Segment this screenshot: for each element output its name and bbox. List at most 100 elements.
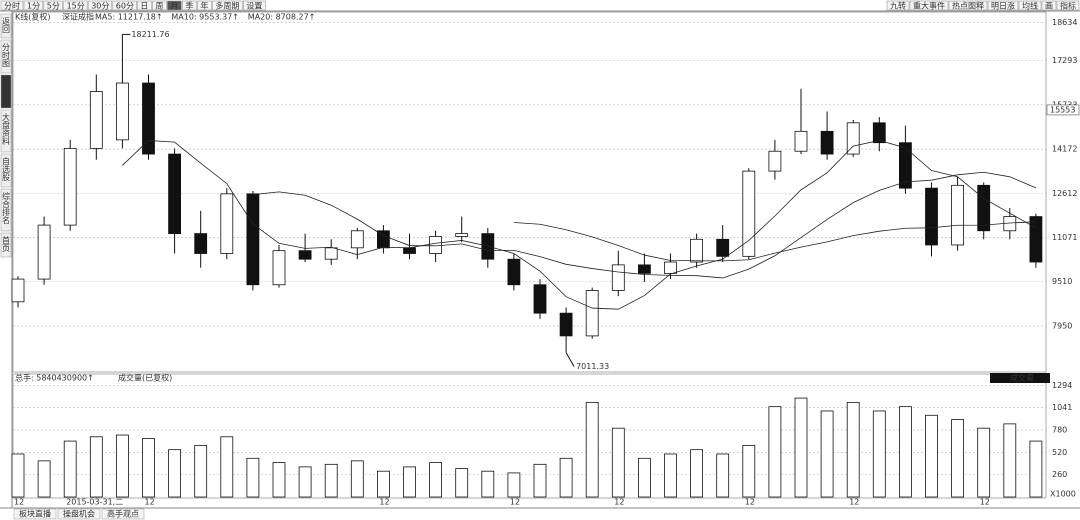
period-label[interactable]: 60分 bbox=[116, 2, 134, 11]
sidebar-label[interactable]: 大盘资料 bbox=[2, 112, 11, 146]
sidebar-label[interactable]: 自选股 bbox=[2, 156, 11, 182]
period-button[interactable] bbox=[112, 0, 137, 11]
candle-body bbox=[246, 193, 260, 286]
tool-label[interactable]: 均线 bbox=[1022, 1, 1038, 11]
period-label[interactable]: 1分 bbox=[27, 2, 40, 11]
candle-body bbox=[403, 247, 416, 254]
bottom-tab-label[interactable]: 操盘机会 bbox=[63, 509, 95, 519]
candle-body bbox=[376, 230, 390, 249]
volume-button-label[interactable]: 成交量 bbox=[1010, 373, 1034, 383]
tool-button[interactable] bbox=[948, 0, 988, 11]
period-button[interactable] bbox=[243, 0, 266, 11]
candle-body bbox=[324, 247, 338, 260]
period-label[interactable]: 多周期 bbox=[215, 1, 239, 11]
period-button[interactable] bbox=[43, 0, 63, 11]
legend-index: 深证成指 bbox=[62, 12, 94, 22]
candle-body bbox=[638, 264, 651, 274]
y-tick-label: 18634 bbox=[1052, 18, 1077, 27]
tool-button[interactable] bbox=[987, 0, 1019, 11]
volume-bar bbox=[246, 457, 260, 498]
volume-bar bbox=[1003, 423, 1017, 498]
candle-body bbox=[350, 230, 364, 249]
period-button[interactable] bbox=[152, 0, 167, 11]
candle-body bbox=[925, 187, 938, 246]
bottom-tab[interactable] bbox=[57, 508, 101, 520]
candle-body bbox=[429, 236, 443, 254]
sidebar-label[interactable]: 返回 bbox=[2, 17, 11, 34]
sidebar-tab[interactable] bbox=[0, 109, 12, 153]
legend-ma: MA5: 11217.18↑ bbox=[95, 13, 163, 22]
tool-label[interactable]: 画 bbox=[1045, 2, 1053, 11]
tool-label[interactable]: 指标 bbox=[1060, 1, 1076, 11]
volume-bar bbox=[194, 444, 208, 498]
volume-bar bbox=[846, 401, 860, 498]
period-label[interactable]: 周 bbox=[155, 2, 163, 11]
volume-subtitle: 成交量(已复权) bbox=[118, 373, 172, 383]
candle-body bbox=[664, 261, 677, 274]
sidebar-tab[interactable] bbox=[0, 232, 12, 258]
sidebar-label[interactable]: 综合排名 bbox=[2, 191, 11, 225]
candle-body bbox=[1029, 216, 1043, 263]
period-label[interactable]: 15分 bbox=[67, 2, 85, 11]
period-button[interactable] bbox=[197, 0, 212, 11]
period-button[interactable] bbox=[0, 0, 24, 11]
volume-bar bbox=[872, 410, 886, 498]
period-button[interactable] bbox=[212, 0, 243, 11]
current-label: 15553 bbox=[1050, 105, 1075, 114]
candle-body bbox=[89, 91, 103, 149]
volume-bar bbox=[429, 462, 443, 498]
volume-bar bbox=[820, 410, 834, 498]
sidebar-tab[interactable] bbox=[0, 153, 12, 188]
sidebar-label[interactable]: 首页 bbox=[2, 235, 11, 253]
period-label[interactable]: 设置 bbox=[246, 1, 262, 11]
tool-button[interactable] bbox=[1056, 0, 1080, 11]
period-button[interactable] bbox=[182, 0, 197, 11]
sidebar-tab[interactable] bbox=[0, 188, 12, 232]
period-button[interactable] bbox=[87, 0, 113, 11]
tool-label[interactable]: 热点图释 bbox=[952, 1, 984, 11]
period-label[interactable]: 日 bbox=[140, 2, 148, 11]
volume-bar bbox=[664, 453, 677, 498]
volume-button[interactable] bbox=[990, 373, 1050, 383]
x-tick-label: 12 bbox=[14, 498, 24, 507]
volume-bar bbox=[116, 434, 129, 498]
bottom-tab-label[interactable]: 高手观点 bbox=[107, 509, 139, 519]
y-tick-label: 520 bbox=[1052, 448, 1067, 457]
tool-label[interactable]: 明日涨 bbox=[991, 1, 1015, 11]
high-label: 18211.76 bbox=[131, 30, 169, 39]
period-button[interactable] bbox=[23, 0, 44, 11]
period-label[interactable]: 年 bbox=[200, 1, 208, 11]
volume-bar bbox=[716, 453, 730, 498]
bottom-tab[interactable] bbox=[101, 508, 145, 520]
candle-body bbox=[220, 193, 234, 254]
period-label[interactable]: 30分 bbox=[91, 2, 109, 11]
volume-bar bbox=[220, 436, 234, 498]
y-tick-label: 11071 bbox=[1052, 233, 1077, 242]
sidebar-tab[interactable] bbox=[0, 39, 12, 74]
sidebar-label[interactable]: 分时图 bbox=[2, 43, 11, 68]
tool-label[interactable]: 重大事件 bbox=[913, 1, 945, 11]
candle-body bbox=[63, 147, 77, 226]
tool-button[interactable] bbox=[886, 0, 910, 11]
x-tick-label: 12 bbox=[379, 498, 389, 507]
tool-button[interactable] bbox=[909, 0, 949, 11]
current-box bbox=[1046, 104, 1080, 116]
sidebar-tab[interactable] bbox=[0, 74, 12, 109]
period-button[interactable] bbox=[63, 0, 88, 11]
sidebar-tab[interactable] bbox=[0, 13, 12, 39]
bottom-tab[interactable] bbox=[13, 508, 57, 520]
tool-button[interactable] bbox=[1018, 0, 1042, 11]
period-button[interactable] bbox=[167, 0, 182, 11]
volume-bar bbox=[272, 462, 286, 498]
tool-button[interactable] bbox=[1041, 0, 1057, 11]
period-label[interactable]: 分时 bbox=[4, 1, 20, 11]
period-label[interactable]: 5分 bbox=[47, 2, 60, 11]
period-label[interactable]: 月 bbox=[170, 2, 178, 11]
candle-body bbox=[690, 238, 703, 263]
period-button[interactable] bbox=[137, 0, 152, 11]
tool-label[interactable]: 九转 bbox=[890, 1, 906, 11]
price-panel bbox=[12, 11, 1047, 373]
bottom-tab-label[interactable]: 板块直播 bbox=[19, 509, 51, 519]
sidebar-label[interactable]: K线图 bbox=[2, 78, 11, 100]
period-label[interactable]: 季 bbox=[185, 1, 193, 11]
